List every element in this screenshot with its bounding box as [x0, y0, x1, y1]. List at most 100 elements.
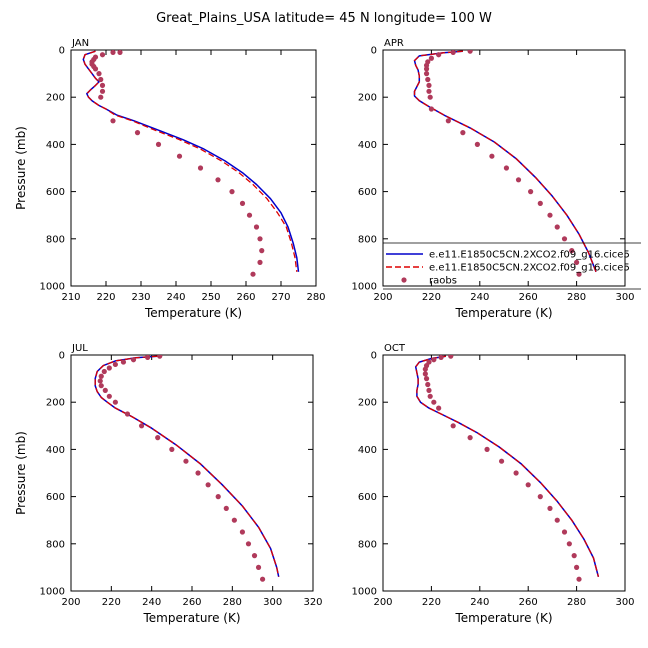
- raobs-point: [445, 118, 451, 124]
- raobs-point: [97, 378, 103, 384]
- raobs-point: [155, 141, 162, 147]
- raobs-point: [498, 458, 505, 464]
- raobs-point: [259, 576, 266, 582]
- y-axis-label: Pressure (mb): [14, 431, 28, 515]
- raobs-point: [422, 371, 428, 377]
- legend-label: raobs: [429, 276, 457, 287]
- raobs-point: [255, 564, 262, 571]
- x-tick-label: 240: [470, 597, 489, 608]
- raobs-point: [513, 470, 519, 476]
- raobs-point: [245, 541, 252, 547]
- raobs-point: [257, 259, 263, 265]
- raobs-point: [428, 106, 434, 112]
- raobs-point: [130, 357, 137, 363]
- raobs-point: [423, 71, 430, 77]
- legend-entry: raobs: [401, 276, 457, 287]
- raobs-point: [423, 66, 430, 72]
- y-tick-label: 1000: [40, 587, 65, 598]
- raobs-point: [110, 50, 116, 55]
- raobs-point: [99, 88, 106, 94]
- x-tick-label: 300: [615, 597, 634, 608]
- legend-label: e.e11.E1850C5CN.2XCO2.f09_g16.cice5: [429, 250, 630, 261]
- series-raobs: [422, 355, 582, 582]
- raobs-point: [106, 365, 112, 371]
- panel-oct: OCT 200 220 240 260 280 300 0 200 400 600 800 1000 Te…: [352, 343, 635, 625]
- series-line-solid: [413, 50, 597, 273]
- x-tick-label: 220: [422, 597, 441, 608]
- series-line-dashed: [94, 355, 280, 577]
- x-tick-label: 260: [182, 597, 201, 608]
- raobs-point: [425, 381, 431, 388]
- x-tick-label: 200: [61, 597, 80, 608]
- raobs-point: [223, 505, 229, 511]
- raobs-point: [547, 212, 553, 218]
- raobs-point: [250, 271, 256, 277]
- y-tick-label: 600: [358, 187, 377, 198]
- x-axis-label: Temperature (K): [454, 611, 552, 625]
- x-tick-label: 240: [142, 597, 161, 608]
- y-tick-label: 1000: [352, 587, 377, 598]
- x-tick-label: 300: [615, 292, 634, 303]
- y-tick-label: 600: [46, 492, 65, 503]
- x-tick-label: 200: [373, 597, 392, 608]
- raobs-point: [98, 383, 104, 389]
- raobs-point: [96, 71, 102, 77]
- x-tick-label: 280: [567, 292, 586, 303]
- series-raobs: [423, 50, 582, 277]
- raobs-point: [98, 94, 104, 100]
- legend-entry: e.e11.E1850C5CN.2XCO2.f09_g16.cice5: [386, 250, 630, 261]
- series-line-dashed: [82, 50, 298, 272]
- y-tick-label: 600: [46, 187, 65, 198]
- y-tick-label: 400: [358, 445, 377, 456]
- raobs-point: [460, 130, 466, 136]
- raobs-point: [566, 541, 572, 547]
- series-line-solid: [94, 355, 280, 577]
- raobs-point: [101, 368, 107, 375]
- x-tick-label: 280: [306, 292, 325, 303]
- raobs-point: [426, 82, 432, 88]
- raobs-point: [112, 399, 118, 405]
- x-tick-label: 280: [223, 597, 242, 608]
- raobs-point: [571, 553, 577, 559]
- raobs-point: [183, 458, 189, 464]
- x-tick-label: 240: [166, 292, 185, 303]
- raobs-point: [257, 236, 263, 242]
- raobs-point: [448, 355, 454, 359]
- series-raobs: [97, 355, 266, 582]
- raobs-point: [528, 189, 534, 195]
- raobs-point: [515, 177, 522, 183]
- legend-marker: [401, 277, 407, 283]
- x-tick-label: 220: [96, 292, 115, 303]
- raobs-point: [428, 55, 434, 61]
- raobs-point: [576, 271, 582, 277]
- raobs-point: [205, 482, 211, 488]
- y-axis-label: Pressure (mb): [14, 126, 28, 210]
- raobs-point: [431, 399, 437, 405]
- x-tick-label: 210: [61, 292, 80, 303]
- raobs-point: [436, 405, 442, 411]
- raobs-point: [574, 564, 580, 571]
- x-axis-label: Temperature (K): [142, 611, 240, 625]
- panel-apr: APR 200 220 240 260 280 300 0 200 400 600 800 1000 Te…: [352, 38, 635, 320]
- y-tick-label: 0: [59, 351, 65, 362]
- y-tick-label: 800: [358, 539, 377, 550]
- raobs-point: [503, 165, 510, 171]
- panel-title: JAN: [71, 38, 89, 49]
- raobs-point: [239, 529, 246, 535]
- x-tick-label: 220: [422, 292, 441, 303]
- x-tick-label: 260: [519, 597, 538, 608]
- raobs-point: [259, 248, 265, 254]
- raobs-point: [110, 118, 116, 124]
- raobs-point: [99, 82, 106, 88]
- series-raobs: [89, 50, 265, 277]
- raobs-point: [547, 505, 553, 511]
- y-tick-label: 0: [59, 46, 65, 57]
- raobs-point: [569, 248, 575, 254]
- series-line-dashed: [415, 355, 600, 577]
- raobs-point: [427, 94, 433, 100]
- legend: e.e11.E1850C5CN.2XCO2.f09_g16.cice5 e.e11…: [383, 242, 641, 290]
- figure-title: Great_Plains_USA latitude= 45 N longitud…: [156, 11, 492, 26]
- legend-entry: e.e11.E1850C5CN.2XCO2.f09_g16.cice5: [386, 263, 630, 274]
- y-tick-label: 200: [46, 398, 65, 409]
